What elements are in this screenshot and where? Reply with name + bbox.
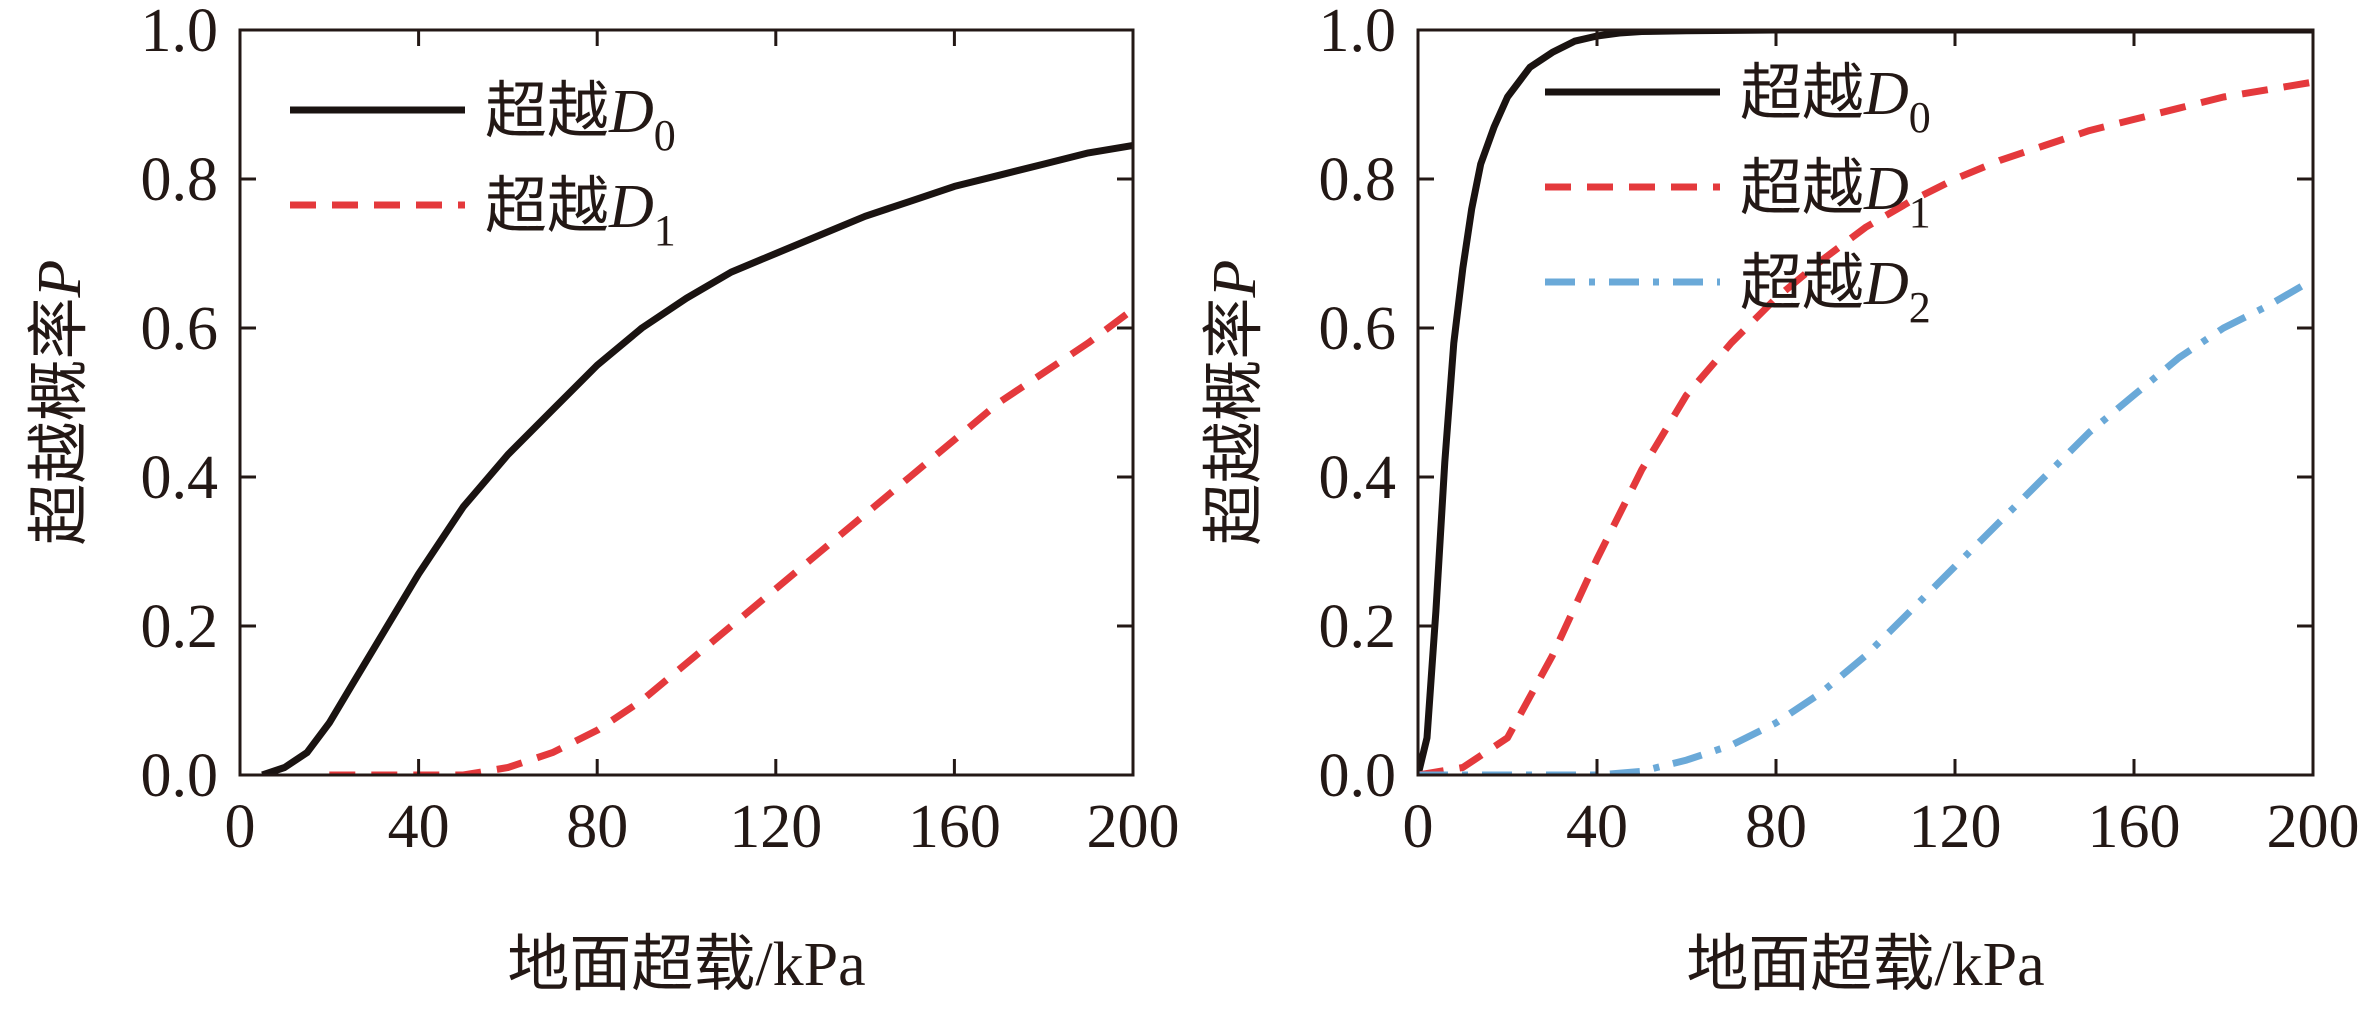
x-tick-label: 0 [1403, 793, 1434, 861]
x-tick-label: 160 [908, 793, 1001, 861]
legend-label-d1: 超越D1 [1740, 155, 1931, 237]
series-line-d1 [329, 306, 1133, 775]
legend-label-sub: 2 [1909, 283, 1931, 332]
y-tick-label: 0.0 [1319, 742, 1397, 810]
x-tick-label: 160 [2088, 793, 2181, 861]
legend-label-prefix: 超越 [485, 173, 609, 241]
y-tick-label: 0.6 [141, 295, 219, 363]
y-tick-label: 0.4 [1319, 444, 1397, 512]
y-tick-label: 0.2 [141, 593, 219, 661]
legend-label-sub: 1 [654, 206, 676, 255]
legend-label-sub: 0 [654, 111, 676, 160]
x-axis-title: 地面超载/kPa [1686, 931, 2044, 999]
legend-label-d0: 超越D0 [485, 78, 676, 160]
x-axis-title: 地面超载/kPa [507, 931, 865, 999]
plot-frame [238, 28, 1135, 777]
x-tick-label: 200 [1087, 793, 1180, 861]
legend-label-d2: 超越D2 [1740, 250, 1931, 332]
y-axis-title-var: P [1201, 260, 1269, 299]
series-line-d1 [1418, 78, 2313, 775]
y-tick-label: 0.8 [1319, 146, 1397, 214]
legend-label-var: D [1863, 60, 1909, 128]
x-tick-label: 120 [1909, 793, 2002, 861]
y-axis-title-var: P [26, 260, 94, 299]
legend-label-sub: 1 [1909, 188, 1931, 237]
y-tick-label: 0.8 [141, 146, 219, 214]
x-tick-label: 40 [388, 793, 450, 861]
y-tick-label: 1.0 [1319, 0, 1397, 65]
series-line-d0 [1418, 30, 2313, 775]
y-tick-label: 0.0 [141, 742, 219, 810]
y-tick-label: 0.6 [1319, 295, 1397, 363]
plot-frame [1416, 28, 2315, 777]
y-tick-label: 0.2 [1319, 593, 1397, 661]
x-tick-label: 0 [225, 793, 256, 861]
x-tick-label: 120 [729, 793, 822, 861]
y-axis-title: 超越概率P [1201, 260, 1269, 546]
legend-label-d0: 超越D0 [1740, 60, 1931, 142]
series-line-d0 [261, 142, 1133, 775]
legend-label-var: D [608, 78, 654, 146]
x-tick-label: 80 [566, 793, 628, 861]
x-tick-label: 80 [1745, 793, 1807, 861]
legend-label-prefix: 超越 [485, 78, 609, 146]
y-axis-title-text: 超越概率 [1201, 297, 1269, 545]
legend-label-prefix: 超越 [1740, 60, 1864, 128]
y-axis-title-text: 超越概率 [26, 297, 94, 545]
y-tick-label: 0.4 [141, 444, 219, 512]
legend-label-prefix: 超越 [1740, 250, 1864, 318]
legend-label-var: D [1863, 250, 1909, 318]
legend-label-var: D [1863, 155, 1909, 223]
chart-panel-2: 0 40 80 120 160 2000.00.20.40.60.81.0地面超载/kPa… [1201, 0, 2360, 999]
y-axis-title: 超越概率P [26, 260, 94, 546]
x-tick-label: 200 [2267, 793, 2360, 861]
y-tick-label: 1.0 [141, 0, 219, 65]
legend-label-sub: 0 [1909, 93, 1931, 142]
chart-panel-1: 0 40 80 120 160 200 0.0 0.2 0.4 0.6 0.8 1.0 地面超载/kPa… [26, 0, 1180, 999]
x-tick-label: 40 [1566, 793, 1628, 861]
legend-label-var: D [608, 173, 654, 241]
legend-label-d1: 超越D1 [485, 173, 676, 255]
legend-label-prefix: 超越 [1740, 155, 1864, 223]
series-line-d2 [1418, 276, 2313, 775]
